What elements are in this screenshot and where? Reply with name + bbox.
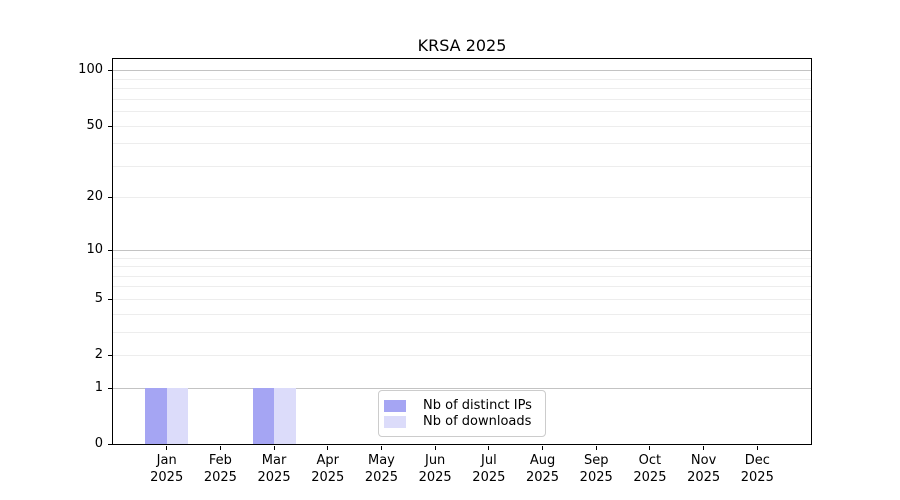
y-tick [108,125,112,127]
x-tick-label: Feb 2025 [203,453,237,485]
x-tick-label: Sep 2025 [579,453,613,485]
y-tick [108,355,112,357]
gridline-minor [113,286,811,288]
gridline-minor [113,275,811,277]
x-tick-label: May 2025 [364,453,398,485]
y-tick-label: 10 [86,241,103,257]
y-tick-label: 0 [94,436,103,451]
gridline-minor [113,257,811,259]
legend-swatch-distinct-ips [384,399,406,412]
legend-label-downloads: Nb of downloads [423,414,532,429]
y-tick [108,197,112,199]
gridline-minor [113,197,811,199]
y-tick-label: 5 [94,290,103,306]
x-tick [649,446,651,450]
x-tick-label: Aug 2025 [525,453,560,485]
x-tick-label: Jun 2025 [418,453,452,485]
x-tick [756,446,758,450]
y-tick [108,70,112,72]
gridline-minor [113,165,811,167]
x-tick [703,446,705,450]
bar-downloads [274,387,296,444]
x-tick-label: Oct 2025 [633,453,667,485]
x-tick [273,446,275,450]
gridline-minor [113,88,811,90]
y-tick-label: 50 [86,117,103,133]
x-tick [595,446,597,450]
gridline-minor [113,266,811,268]
bar-distinct-ips [252,387,275,444]
y-tick [108,387,112,389]
chart-title: KRSA 2025 [417,36,507,55]
legend-label-distinct-ips: Nb of distinct IPs [423,398,532,413]
x-tick-label: Jul 2025 [472,453,506,485]
gridline-major [113,70,811,72]
x-tick [542,446,544,450]
gridline-minor [113,78,811,80]
x-tick [434,446,436,450]
gridline-minor [113,331,811,333]
gridline-minor [113,313,811,315]
y-tick [108,298,112,300]
plot-area [112,58,812,445]
x-tick-label: Mar 2025 [257,453,291,485]
legend-swatch-downloads [384,415,406,428]
gridline-minor [113,143,811,145]
bar-distinct-ips [145,387,167,444]
y-tick-label: 2 [94,347,103,363]
legend-item-distinct-ips: Nb of distinct IPs [384,398,539,413]
y-tick-label: 1 [94,379,103,395]
x-tick-label: Jan 2025 [150,453,184,485]
legend-item-downloads: Nb of downloads [384,414,539,429]
x-tick [219,446,221,450]
gridline-minor [113,355,811,357]
gridline-minor [113,125,811,127]
x-tick [166,446,168,450]
y-tick-label: 100 [78,62,103,78]
legend: Nb of distinct IPs Nb of downloads [378,390,546,437]
gridline-minor [113,111,811,113]
x-tick-label: Dec 2025 [740,453,774,485]
gridline-major [113,387,811,389]
x-tick [327,446,329,450]
y-tick-label: 20 [86,189,103,205]
x-tick [380,446,382,450]
y-tick [108,249,112,251]
gridline-minor [113,298,811,300]
x-tick-label: Nov 2025 [687,453,721,485]
y-tick [108,444,112,445]
gridline-major [113,249,811,251]
x-tick [488,446,490,450]
x-tick-label: Apr 2025 [311,453,345,485]
gridline-minor [113,98,811,100]
bar-downloads [166,387,189,444]
